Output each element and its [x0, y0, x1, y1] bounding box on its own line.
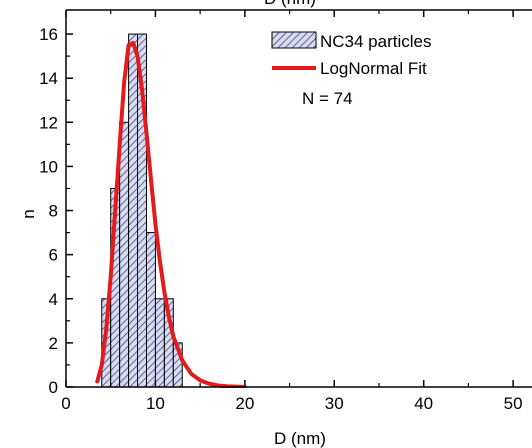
y-tick-label: 12 [39, 113, 58, 132]
histogram-bar [119, 121, 130, 388]
x-tick-label: 30 [325, 394, 344, 413]
histogram-bar [128, 33, 139, 388]
histogram-bars [101, 33, 183, 388]
top-axis-title: D (nm) [264, 0, 316, 8]
y-tick-label: 6 [49, 246, 58, 265]
histogram-bar [145, 232, 156, 388]
y-tick-label: 4 [49, 290, 58, 309]
sample-count-annotation: N = 74 [302, 89, 353, 108]
y-tick-label: 8 [49, 202, 58, 221]
x-tick-label: 50 [504, 394, 523, 413]
histogram-bar [154, 298, 165, 388]
lognormal-fit-line [95, 40, 247, 388]
y-tick-label: 0 [49, 378, 58, 397]
y-tick-label: 14 [39, 69, 58, 88]
x-axis-title: D (nm) [274, 429, 326, 448]
y-tick-label: 2 [49, 334, 58, 353]
y-tick-label: 10 [39, 157, 58, 176]
x-tick-label: 20 [235, 394, 254, 413]
y-tick-label: 16 [39, 25, 58, 44]
x-tick-label: 40 [414, 394, 433, 413]
legend-label-bars: NC34 particles [320, 32, 432, 51]
x-tick-label: 0 [61, 394, 70, 413]
axes: 0 10 20 30 40 50 0 2 4 6 8 10 12 14 16 [39, 9, 532, 413]
legend-swatch-bars [271, 31, 317, 49]
legend: NC34 particles LogNormal Fit N = 74 [271, 31, 432, 108]
legend-label-fit: LogNormal Fit [320, 59, 427, 78]
y-axis-title: n [19, 209, 38, 218]
x-tick-label: 10 [146, 394, 165, 413]
